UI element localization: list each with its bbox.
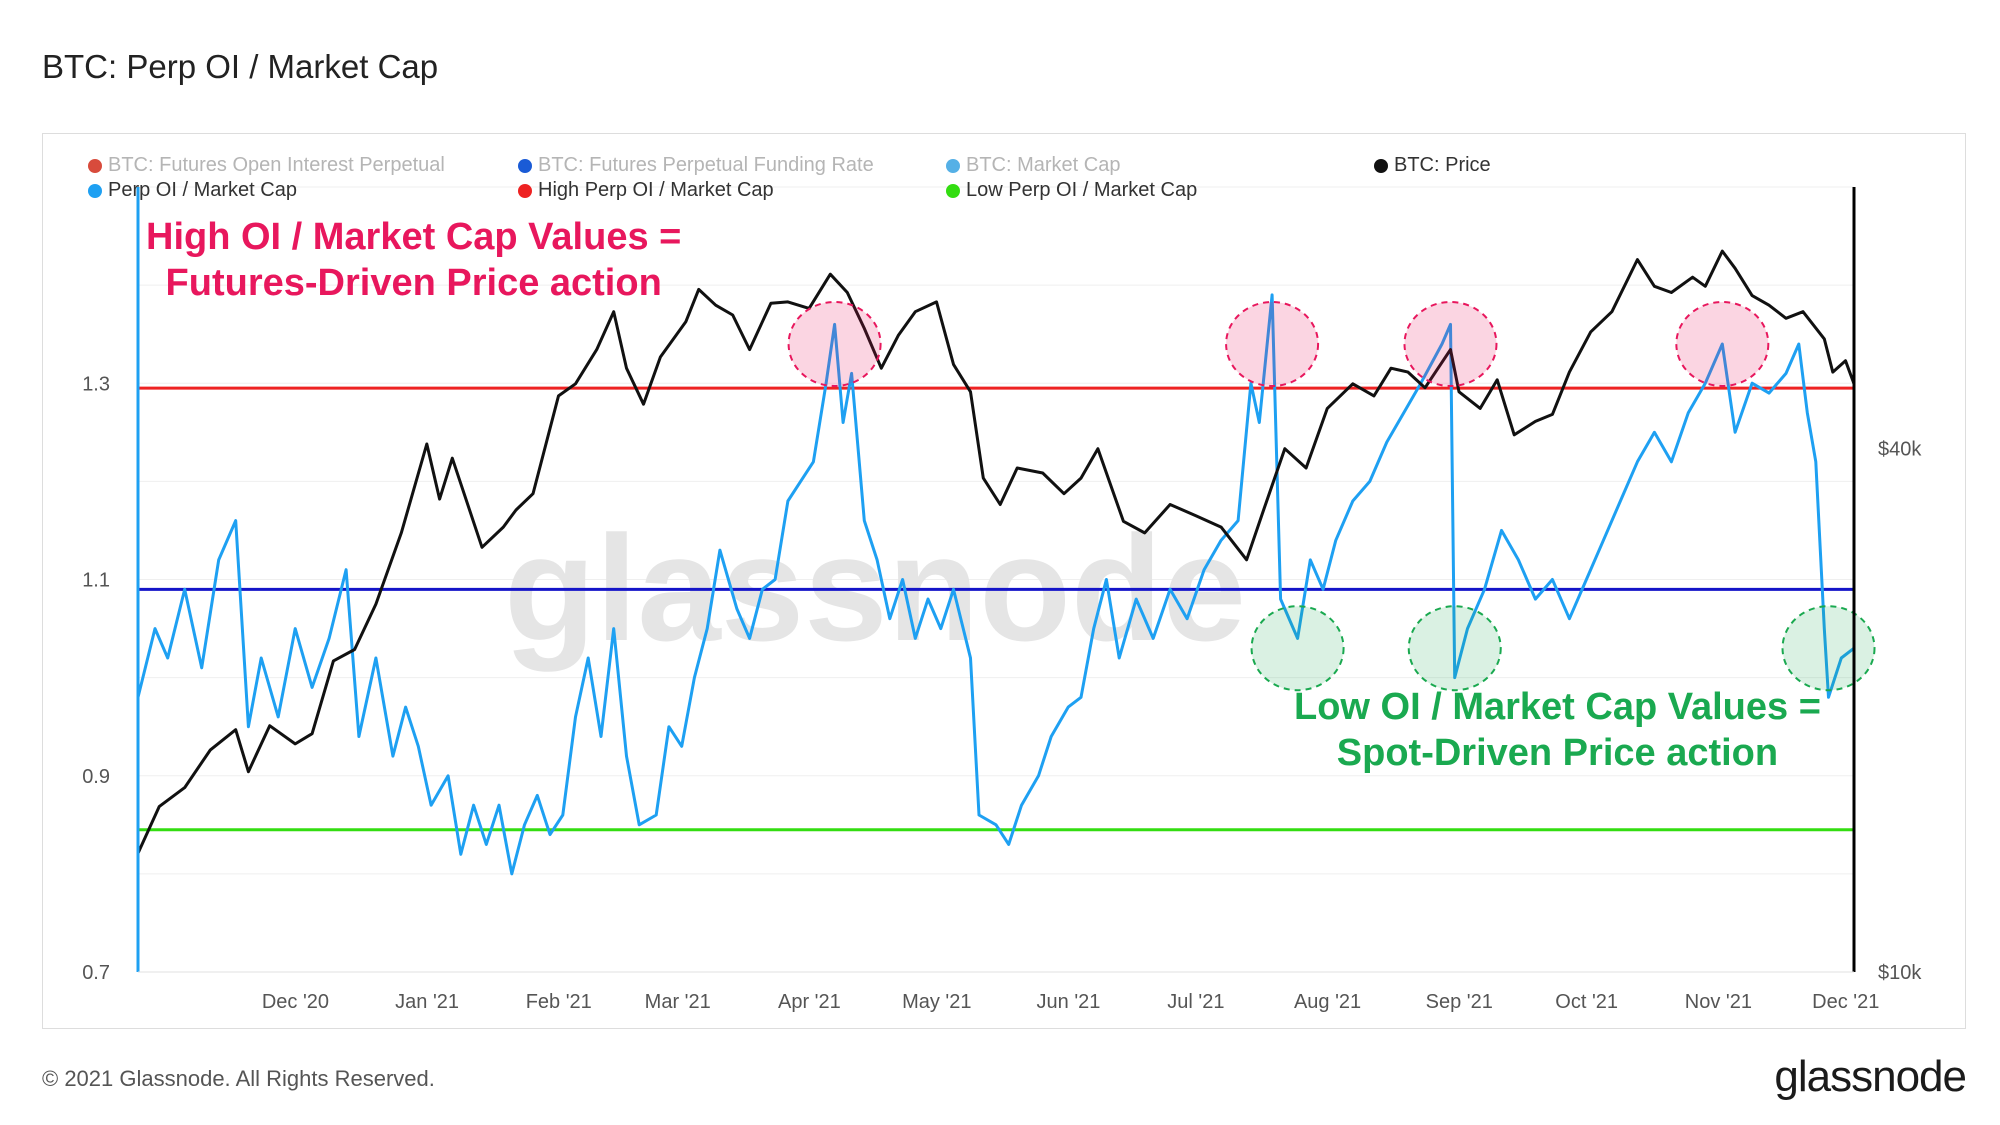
legend-label: BTC: Futures Open Interest Perpetual bbox=[108, 154, 445, 176]
low-highlight-circle bbox=[1407, 605, 1502, 692]
x-tick-label: Mar '21 bbox=[645, 991, 711, 1013]
highlight-circles bbox=[787, 301, 1876, 692]
y-left-tick-label: 1.1 bbox=[82, 570, 110, 592]
x-tick-label: Nov '21 bbox=[1685, 991, 1752, 1013]
high-highlight-circle bbox=[1225, 301, 1320, 387]
legend-dot bbox=[946, 158, 960, 173]
legend-label: BTC: Price bbox=[1394, 154, 1491, 176]
price-series-line bbox=[136, 249, 1856, 854]
high-highlight-circle bbox=[1403, 301, 1498, 387]
x-tick-label: Feb '21 bbox=[526, 991, 592, 1013]
x-tick-label: Jun '21 bbox=[1037, 991, 1101, 1013]
legend-label: BTC: Market Cap bbox=[966, 154, 1121, 176]
ratio-series-line bbox=[136, 293, 1855, 876]
series-lines bbox=[136, 249, 1856, 876]
legend-item[interactable]: BTC: Market Cap bbox=[946, 154, 1120, 177]
legend-dot bbox=[518, 158, 532, 173]
legend-item[interactable]: BTC: Futures Perpetual Funding Rate bbox=[518, 154, 874, 177]
legend-dot bbox=[88, 183, 102, 198]
annotation-low: Low OI / Market Cap Values = Spot-Driven… bbox=[1294, 684, 1821, 776]
glassnode-logo[interactable]: glassnode bbox=[1774, 1052, 1967, 1101]
legend-item[interactable]: BTC: Price bbox=[1374, 154, 1491, 177]
low-highlight-circle bbox=[1781, 605, 1876, 692]
legend-label: Low Perp OI / Market Cap bbox=[966, 179, 1198, 201]
x-tick-label: Dec '20 bbox=[262, 991, 329, 1013]
annotation-high-line1: High OI / Market Cap Values = bbox=[146, 216, 682, 258]
y-left-tick-label: 1.3 bbox=[82, 373, 110, 395]
annotation-low-line2: Spot-Driven Price action bbox=[1336, 732, 1779, 774]
legend-item[interactable]: Perp OI / Market Cap bbox=[88, 179, 297, 202]
annotation-high-line2: Futures-Driven Price action bbox=[165, 262, 662, 304]
x-tick-label: Sep '21 bbox=[1426, 991, 1493, 1013]
legend-item[interactable]: High Perp OI / Market Cap bbox=[518, 179, 774, 202]
x-tick-label: Jul '21 bbox=[1167, 991, 1224, 1013]
footer-copyright: © 2021 Glassnode. All Rights Reserved. bbox=[42, 1066, 435, 1091]
page-title: BTC: Perp OI / Market Cap bbox=[42, 48, 439, 85]
legend-dot bbox=[88, 158, 102, 173]
legend-dot bbox=[518, 183, 532, 198]
y-left-tick-label: 0.7 bbox=[82, 962, 110, 984]
legend-label: High Perp OI / Market Cap bbox=[538, 179, 774, 201]
x-tick-label: May '21 bbox=[902, 991, 971, 1013]
high-highlight-circle bbox=[787, 301, 882, 387]
legend-item[interactable]: Low Perp OI / Market Cap bbox=[946, 179, 1197, 202]
low-highlight-circle bbox=[1250, 605, 1345, 692]
chart-frame bbox=[42, 133, 1966, 1029]
axes: 0.7 0.9 1.1 1.3 $10k $40k Dec '20 Jan '21 Feb '2… bbox=[82, 187, 1922, 1013]
x-tick-label: Oct '21 bbox=[1555, 991, 1618, 1013]
annotation-high: High OI / Market Cap Values = Futures-Dr… bbox=[146, 214, 681, 306]
x-tick-label: Apr '21 bbox=[778, 991, 841, 1013]
legend-dot bbox=[946, 183, 960, 198]
legend-label: BTC: Futures Perpetual Funding Rate bbox=[538, 154, 874, 176]
legend-label: Perp OI / Market Cap bbox=[108, 179, 297, 201]
high-highlight-circle bbox=[1675, 301, 1770, 387]
x-tick-label: Aug '21 bbox=[1294, 991, 1361, 1013]
y-right-tick-label: $40k bbox=[1878, 439, 1922, 461]
y-left-tick-label: 0.9 bbox=[82, 766, 110, 788]
x-tick-label: Jan '21 bbox=[395, 991, 459, 1013]
legend-dot bbox=[1374, 158, 1388, 173]
annotation-low-line1: Low OI / Market Cap Values = bbox=[1294, 686, 1821, 728]
x-tick-label: Dec '21 bbox=[1812, 991, 1879, 1013]
legend: BTC: Futures Open Interest Perpetual BTC:… bbox=[88, 154, 1908, 214]
y-right-tick-label: $10k bbox=[1878, 962, 1922, 984]
reference-lines bbox=[138, 386, 1854, 832]
legend-item[interactable]: BTC: Futures Open Interest Perpetual bbox=[88, 154, 445, 177]
